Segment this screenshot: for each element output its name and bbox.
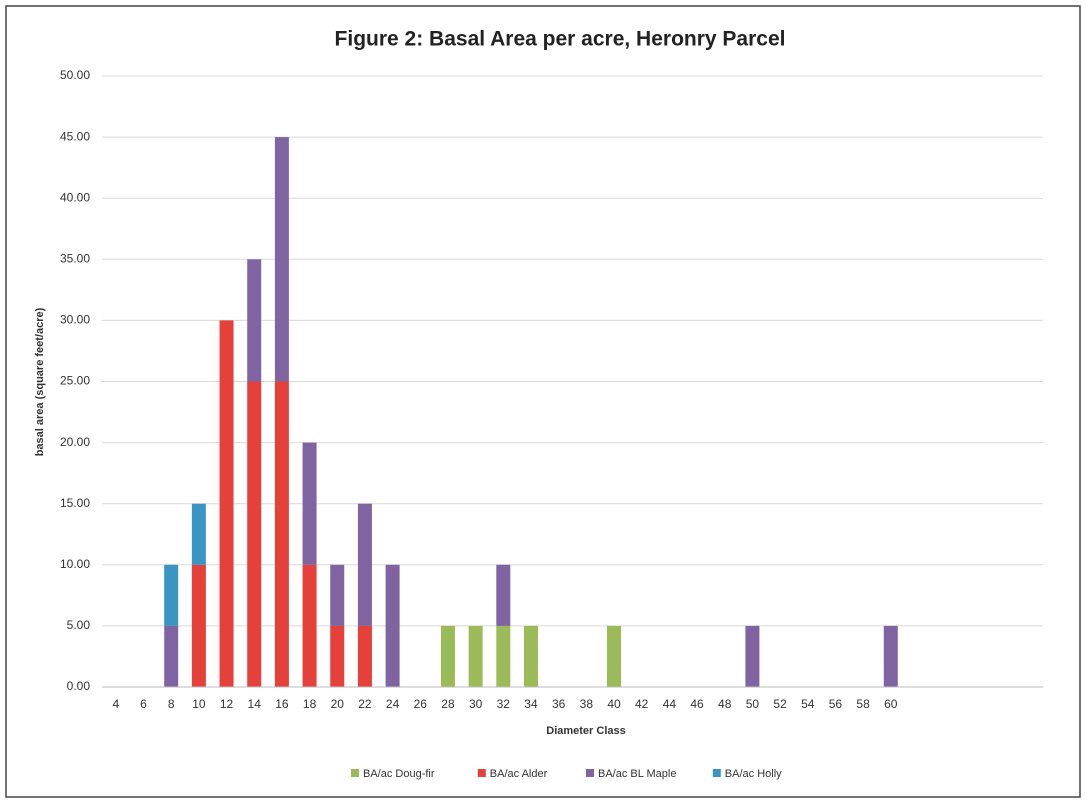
- bar-segment: [274, 137, 289, 382]
- x-tick-label: 46: [690, 697, 704, 711]
- x-tick-label: 48: [718, 697, 732, 711]
- x-tick-label: 34: [524, 697, 538, 711]
- bar-segment: [440, 625, 455, 687]
- x-tick-label: 58: [856, 697, 870, 711]
- x-tick-label: 50: [746, 697, 760, 711]
- chart-border: [5, 5, 1081, 798]
- x-tick-label: 52: [773, 697, 787, 711]
- bar-segment: [247, 381, 262, 687]
- x-tick-label: 38: [580, 697, 594, 711]
- bar-segment: [496, 625, 511, 687]
- legend-label: BA/ac Alder: [490, 768, 548, 780]
- legend-label: BA/ac Holly: [725, 768, 782, 780]
- x-tick-label: 16: [275, 697, 289, 711]
- x-tick-label: 26: [414, 697, 428, 711]
- x-tick-label: 60: [884, 697, 898, 711]
- x-tick-label: 24: [386, 697, 400, 711]
- legend-swatch: [351, 769, 359, 777]
- bar-segment: [883, 625, 898, 687]
- x-tick-label: 4: [112, 697, 119, 711]
- x-tick-label: 8: [168, 697, 175, 711]
- y-tick-label: 0.00: [67, 679, 91, 693]
- bar-segment: [357, 503, 372, 626]
- x-tick-label: 10: [192, 697, 206, 711]
- y-tick-label: 20.00: [60, 435, 90, 449]
- x-tick-label: 12: [220, 697, 234, 711]
- bar-segment: [745, 625, 760, 687]
- y-tick-label: 5.00: [67, 618, 91, 632]
- x-tick-label: 18: [303, 697, 317, 711]
- x-tick-label: 54: [801, 697, 815, 711]
- bar-segment: [164, 564, 179, 626]
- chart-title: Figure 2: Basal Area per acre, Heronry P…: [335, 28, 786, 51]
- x-tick-label: 56: [829, 697, 843, 711]
- y-tick-label: 15.00: [60, 496, 90, 510]
- bar-segment: [191, 503, 206, 565]
- y-tick-label: 25.00: [60, 374, 90, 388]
- x-tick-label: 14: [248, 697, 262, 711]
- bar-segment: [607, 625, 622, 687]
- x-tick-label: 36: [552, 697, 566, 711]
- x-tick-label: 40: [607, 697, 621, 711]
- bar-segment: [496, 564, 511, 626]
- x-tick-label: 30: [469, 697, 483, 711]
- legend-swatch: [712, 769, 721, 777]
- x-tick-label: 20: [331, 697, 345, 711]
- x-tick-label: 6: [140, 697, 147, 711]
- x-tick-label: 44: [663, 697, 677, 711]
- y-tick-label: 40.00: [60, 190, 90, 204]
- x-axis-title: Diameter Class: [546, 725, 626, 737]
- bar-segment: [191, 564, 206, 687]
- y-tick-label: 10.00: [60, 557, 90, 571]
- bar-segment: [247, 259, 262, 382]
- bar-segment: [330, 564, 345, 626]
- bar-segment: [164, 625, 179, 687]
- legend-label: BA/ac Doug-fir: [363, 768, 435, 780]
- bar-segment: [357, 625, 372, 687]
- bar-segment: [302, 442, 317, 565]
- bar-segment: [523, 625, 538, 687]
- x-tick-label: 28: [441, 697, 455, 711]
- legend-swatch: [477, 769, 486, 777]
- bar-segment: [274, 381, 289, 687]
- y-axis-title: basal area (square feet/acre): [34, 307, 46, 456]
- legend-swatch: [586, 769, 594, 777]
- bar-segment: [330, 625, 345, 687]
- y-tick-label: 35.00: [60, 251, 90, 265]
- x-tick-label: 32: [497, 697, 511, 711]
- y-tick-label: 45.00: [60, 129, 90, 143]
- y-tick-label: 50.00: [60, 68, 90, 82]
- bar-segment: [219, 320, 234, 687]
- bar-segment: [385, 564, 400, 687]
- y-tick-label: 30.00: [60, 313, 90, 327]
- x-tick-label: 22: [358, 697, 372, 711]
- legend-label: BA/ac BL Maple: [598, 768, 676, 780]
- bar-segment: [468, 625, 483, 687]
- bar-segment: [302, 564, 317, 687]
- x-tick-label: 42: [635, 697, 649, 711]
